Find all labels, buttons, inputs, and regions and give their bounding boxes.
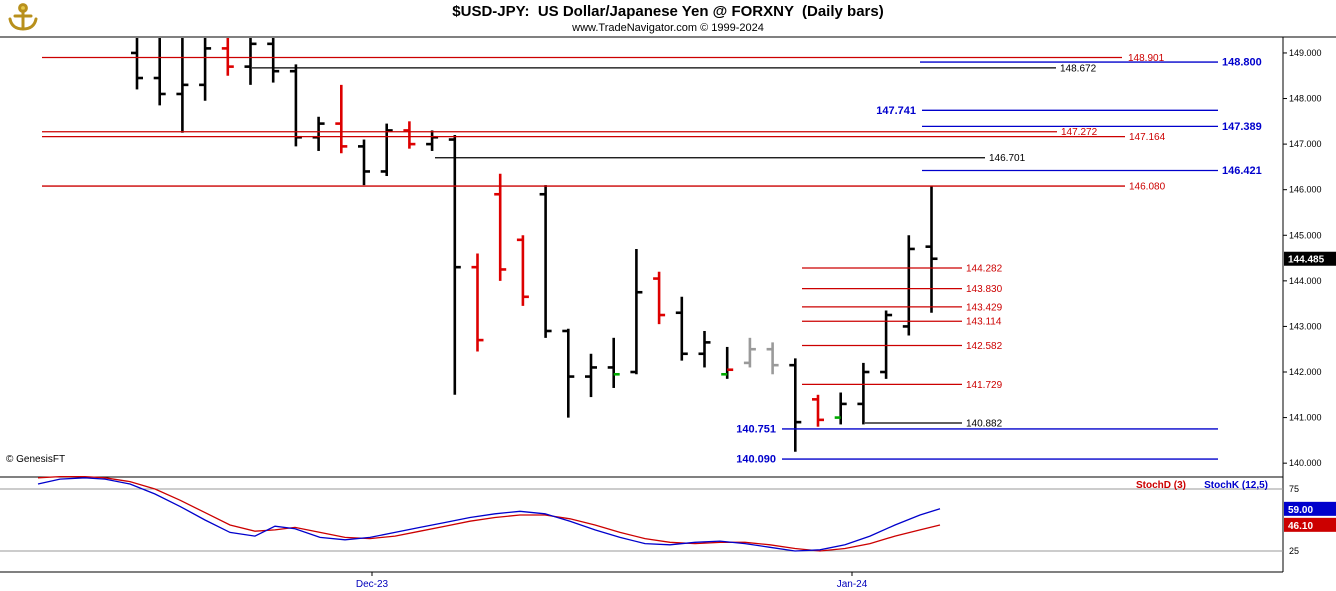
level-label-147.164[interactable]: 147.164 bbox=[1129, 132, 1166, 143]
ohlc-bar bbox=[607, 337, 620, 388]
price-tick-142.000: 142.000 bbox=[1289, 367, 1322, 377]
level-label-142.582[interactable]: 142.582 bbox=[966, 341, 1003, 352]
ohlc-bar bbox=[812, 394, 824, 427]
x-axis-label-Jan-24: Jan-24 bbox=[837, 579, 868, 590]
price-tick-144.000: 144.000 bbox=[1289, 276, 1322, 286]
level-label-144.282[interactable]: 144.282 bbox=[966, 263, 1003, 274]
price-tick-145.000: 145.000 bbox=[1289, 230, 1322, 240]
level-label-147.272[interactable]: 147.272 bbox=[1061, 127, 1098, 138]
stoch-d-badge bbox=[1284, 517, 1336, 532]
level-label-148.672[interactable]: 148.672 bbox=[1060, 63, 1097, 74]
genesisft-watermark: © GenesisFT bbox=[6, 454, 66, 465]
stochk-legend-label[interactable]: StochK (12,5) bbox=[1204, 480, 1268, 491]
last-price-value: 144.485 bbox=[1288, 255, 1325, 266]
level-label-140.751[interactable]: 140.751 bbox=[736, 423, 776, 435]
level-label-141.729[interactable]: 141.729 bbox=[966, 380, 1003, 391]
stoch-k-line[interactable] bbox=[37, 477, 941, 552]
price-tick-146.000: 146.000 bbox=[1289, 185, 1322, 195]
ohlc-bar bbox=[562, 328, 575, 418]
ohlc-bar bbox=[426, 130, 439, 151]
ohlc-bar bbox=[448, 134, 461, 395]
stochd-legend-label[interactable]: StochD (3) bbox=[1136, 480, 1186, 491]
ohlc-bar bbox=[267, 38, 280, 83]
stoch-k-badge bbox=[1284, 501, 1336, 516]
ohlc-bar bbox=[221, 38, 234, 76]
level-label-140.882[interactable]: 140.882 bbox=[966, 418, 1003, 429]
ohlc-bar bbox=[766, 342, 779, 375]
ohlc-bar bbox=[675, 296, 688, 361]
ohlc-bars bbox=[131, 38, 938, 452]
ohlc-bar bbox=[176, 38, 189, 133]
price-tick-140.000: 140.000 bbox=[1289, 458, 1322, 468]
price-tick-143.000: 143.000 bbox=[1289, 321, 1322, 331]
ohlc-bar bbox=[698, 330, 711, 368]
ohlc-bar bbox=[471, 253, 484, 352]
ohlc-bar bbox=[925, 186, 938, 313]
level-label-146.421[interactable]: 146.421 bbox=[1222, 165, 1262, 177]
level-label-148.800[interactable]: 148.800 bbox=[1222, 57, 1262, 69]
ohlc-bar bbox=[539, 185, 552, 338]
last-price-badge bbox=[1284, 251, 1336, 266]
genesis-anchor-logo-icon bbox=[4, 2, 42, 39]
level-label-140.090[interactable]: 140.090 bbox=[736, 454, 776, 466]
ohlc-bar bbox=[743, 337, 756, 368]
price-tick-147.000: 147.000 bbox=[1289, 139, 1322, 149]
ohlc-bar bbox=[834, 392, 847, 425]
stoch-d-value: 46.10 bbox=[1288, 521, 1313, 532]
level-label-146.701[interactable]: 146.701 bbox=[989, 153, 1026, 164]
ohlc-bar bbox=[494, 173, 507, 281]
stoch-scale-25: 25 bbox=[1289, 546, 1299, 556]
ohlc-bar bbox=[630, 248, 643, 375]
stoch-scale-75: 75 bbox=[1289, 484, 1299, 494]
stoch-d-line[interactable] bbox=[37, 475, 941, 552]
ohlc-bar bbox=[403, 121, 416, 149]
ohlc-bar bbox=[131, 38, 143, 90]
ohlc-bar bbox=[199, 38, 212, 101]
ohlc-bar bbox=[335, 84, 348, 154]
price-tick-149.000: 149.000 bbox=[1289, 48, 1322, 58]
level-label-143.114[interactable]: 143.114 bbox=[966, 317, 1002, 328]
x-axis-label-Dec-23: Dec-23 bbox=[356, 579, 389, 590]
ohlc-bar bbox=[902, 235, 915, 336]
ohlc-bar bbox=[289, 64, 302, 147]
price-tick-141.000: 141.000 bbox=[1289, 413, 1322, 423]
price-tick-148.000: 148.000 bbox=[1289, 94, 1322, 104]
level-label-143.830[interactable]: 143.830 bbox=[966, 284, 1003, 295]
chart-title: $USD-JPY: US Dollar/Japanese Yen @ FORXN… bbox=[452, 3, 884, 20]
ohlc-bar bbox=[585, 353, 597, 398]
ohlc-bar bbox=[153, 38, 166, 106]
level-label-148.901[interactable]: 148.901 bbox=[1128, 53, 1165, 64]
ohlc-bar bbox=[721, 346, 734, 379]
level-label-143.429[interactable]: 143.429 bbox=[966, 302, 1003, 313]
ohlc-bar bbox=[312, 116, 325, 151]
ohlc-bar bbox=[789, 358, 802, 452]
level-label-146.080[interactable]: 146.080 bbox=[1129, 182, 1166, 193]
level-label-147.741[interactable]: 147.741 bbox=[876, 105, 916, 117]
ohlc-bar bbox=[653, 271, 666, 325]
level-label-147.389[interactable]: 147.389 bbox=[1222, 121, 1262, 133]
chart-subtitle: www.TradeNavigator.com © 1999-2024 bbox=[572, 22, 764, 34]
ohlc-bar bbox=[857, 362, 870, 425]
ohlc-bar bbox=[358, 139, 370, 186]
ohlc-bar bbox=[516, 235, 529, 306]
stoch-k-value: 59.00 bbox=[1288, 505, 1313, 516]
